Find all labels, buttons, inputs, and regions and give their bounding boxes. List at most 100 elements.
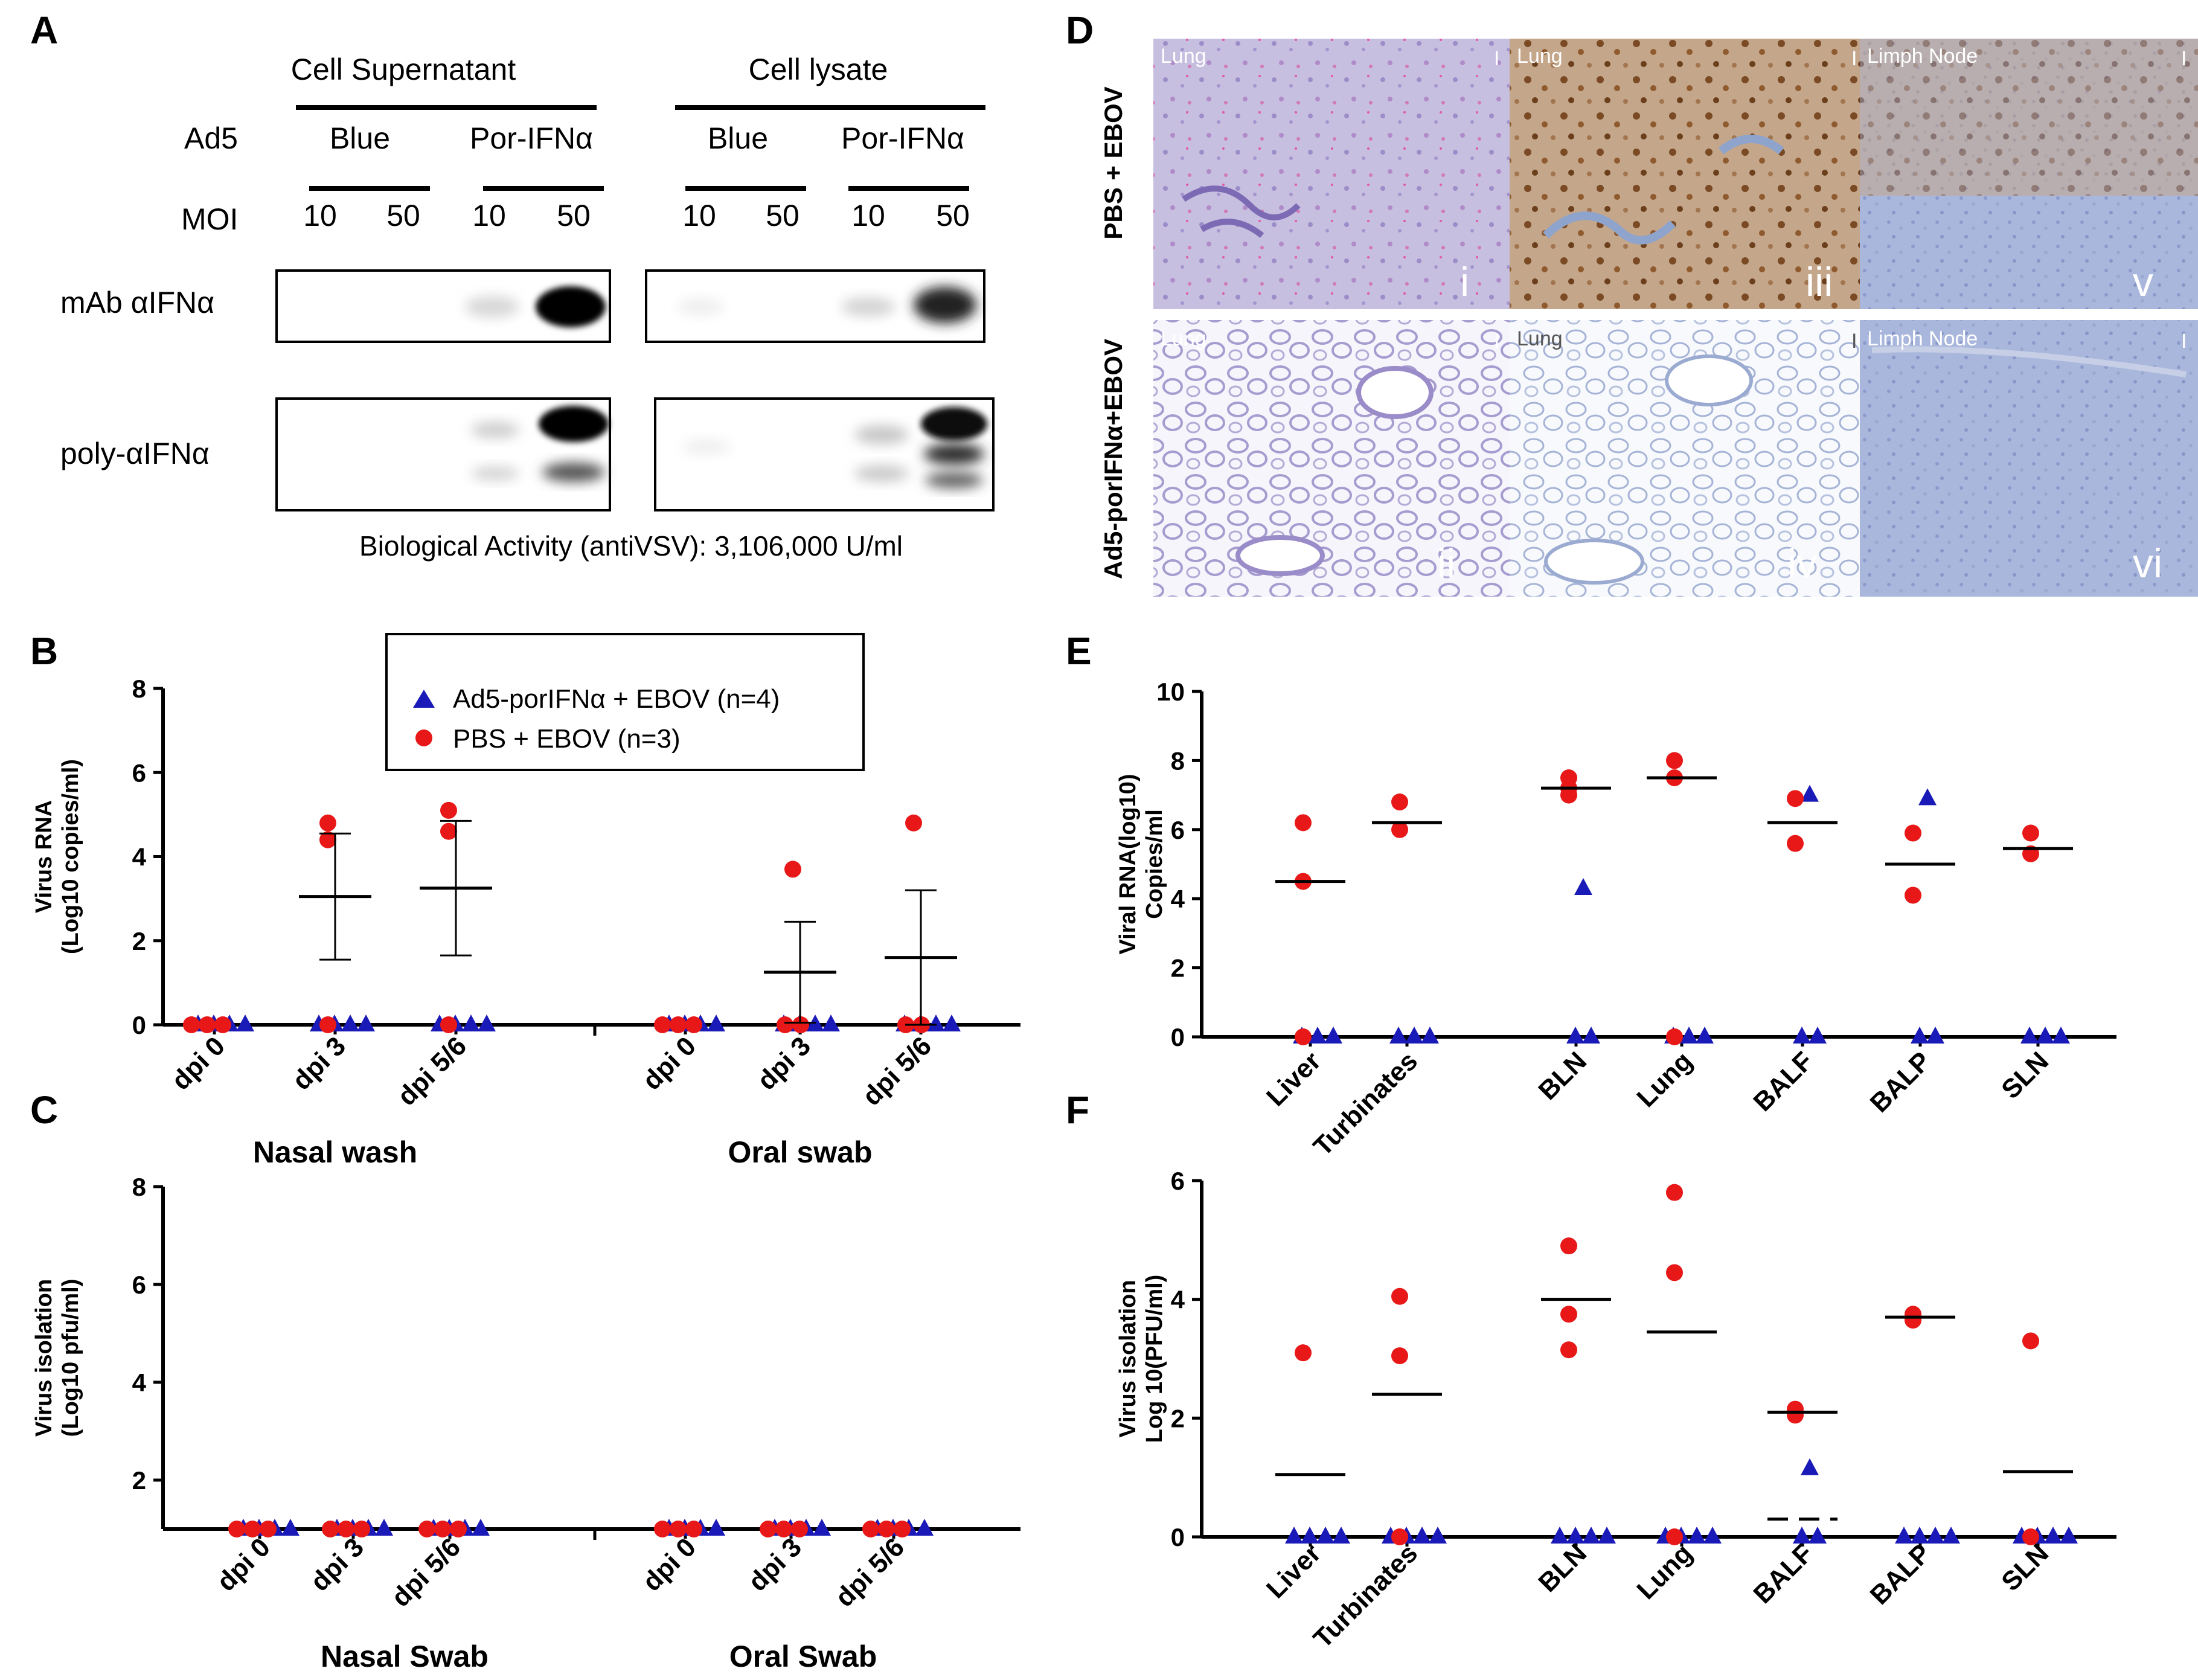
tile-numeral: iii (1806, 259, 1833, 305)
group-label-nasal-swab: Nasal Swab (321, 1640, 489, 1673)
western-blot-poly-supernatant (275, 397, 611, 511)
y-tick-label: 4 (132, 1368, 147, 1397)
y-tick-label: 6 (132, 1271, 146, 1299)
data-point-pbs (685, 1521, 702, 1537)
moi-value: 10 (851, 199, 885, 232)
data-point-pbs (338, 1521, 354, 1537)
y-axis-label: Copies/ml (1142, 809, 1167, 919)
data-point-ad5 (1926, 1527, 1944, 1544)
data-point-ad5 (1421, 1027, 1439, 1044)
data-point-ad5 (357, 1015, 375, 1031)
data-point-ad5 (1911, 1527, 1929, 1544)
x-tick-label: Lung (1631, 1538, 1698, 1605)
x-tick-label: dpi 3 (305, 1532, 370, 1597)
blot-row-label-mab: mAb αIFNα (60, 286, 214, 319)
data-point-pbs (1666, 1264, 1683, 1281)
data-point-ad5 (1793, 1027, 1811, 1044)
x-tick-label: BALF (1748, 1046, 1819, 1117)
data-point-ad5 (1324, 1027, 1342, 1044)
legend-marker-pbs (415, 729, 432, 746)
data-point-pbs (1391, 1287, 1408, 1305)
histology-tile-ii: Lung I ii (1153, 320, 1510, 597)
data-point-ad5 (1582, 1027, 1600, 1044)
data-point-pbs (418, 1521, 435, 1537)
data-point-ad5 (1429, 1527, 1447, 1544)
y-tick-label: 8 (132, 675, 146, 703)
histo-row-label-pbs: PBS + EBOV (1099, 86, 1127, 239)
legend-label-pbs: PBS + EBOV (n=3) (453, 724, 681, 754)
data-point-pbs (1295, 1344, 1312, 1362)
tissue-label: Lung (1161, 45, 1206, 68)
x-tick-label: Lung (1631, 1046, 1698, 1113)
y-axis-label: Log 10(PFU/ml) (1142, 1275, 1167, 1443)
x-tick-label: SLN (1996, 1538, 2054, 1597)
data-point-ad5 (1405, 1027, 1423, 1044)
tissue-label: Lung (1161, 327, 1206, 350)
data-point-ad5 (281, 1519, 300, 1536)
moi-value: 50 (766, 199, 799, 232)
tile-numeral: v (2133, 259, 2153, 305)
tile-numeral: ii (1437, 540, 1455, 586)
y-tick-label: 0 (1171, 1023, 1185, 1051)
data-point-pbs (878, 1521, 895, 1537)
group-header-supernatant: Cell Supernatant (291, 53, 516, 86)
legend-label-ad5: Ad5-porIFNα + EBOV (n=4) (453, 684, 780, 714)
data-point-pbs (1666, 1184, 1683, 1201)
y-tick-label: 2 (1171, 954, 1185, 983)
blot-row-label-poly: poly-αIFNα (60, 437, 210, 470)
data-point-pbs (654, 1521, 671, 1537)
construct-label: Por-IFNα (470, 121, 593, 155)
x-tick-label: dpi 5/6 (392, 1031, 472, 1111)
y-tick-label: 8 (1171, 746, 1185, 775)
data-point-pbs (450, 1521, 467, 1537)
histology-tile-iv: Lung I iv (1510, 320, 1866, 597)
x-tick-label: BLN (1533, 1538, 1592, 1598)
moi-value: 10 (303, 199, 337, 232)
y-tick-label: 2 (1171, 1404, 1185, 1432)
data-point-ad5 (1566, 1527, 1584, 1544)
x-tick-label: dpi 3 (287, 1031, 351, 1095)
data-point-pbs (1560, 1341, 1577, 1359)
tissue-label: Lung (1517, 45, 1563, 68)
moi-label: MOI (181, 202, 238, 236)
data-point-ad5 (915, 1519, 934, 1536)
data-point-ad5 (462, 1015, 480, 1031)
y-tick-label: 2 (132, 1466, 146, 1495)
data-point-pbs (1391, 794, 1408, 811)
histology-tile-iii: Lung I iii (1510, 39, 1866, 309)
tile-numeral: i (1460, 259, 1469, 305)
data-point-ad5 (2052, 1027, 2070, 1044)
data-point-ad5 (1413, 1527, 1431, 1544)
chart-f: 0 2 4 6 Virus isolation Log 10(PFU/ml) LiverTu… (1115, 1167, 2116, 1654)
moi-value: 50 (557, 199, 591, 232)
tissue-label: Lung (1517, 327, 1563, 350)
x-tick-label: BALP (1865, 1046, 1937, 1118)
data-point-ad5 (813, 1519, 831, 1536)
data-point-pbs (319, 814, 336, 832)
x-tick-label: SLN (1996, 1046, 2054, 1105)
data-point-pbs (654, 1016, 671, 1033)
x-tick-label: dpi 5/6 (830, 1532, 910, 1612)
panel-label-a: A (30, 8, 58, 52)
data-point-ad5 (1551, 1527, 1569, 1544)
data-point-ad5 (2044, 1527, 2062, 1544)
panel-label-b: B (30, 629, 58, 673)
tile-numeral: iv (1787, 540, 1817, 586)
x-tick-label: Turbinates (1308, 1046, 1423, 1161)
data-point-pbs (760, 1521, 777, 1537)
x-tick-label: BALF (1748, 1538, 1819, 1609)
tissue-label: Limph Node (1867, 327, 1978, 350)
panel-a: A Cell Supernatant Cell lysate Ad5 Blue … (30, 8, 995, 562)
data-point-ad5 (1285, 1527, 1303, 1544)
data-point-pbs (440, 1016, 457, 1033)
data-point-ad5 (1801, 784, 1819, 802)
y-tick-label: 6 (132, 758, 146, 787)
histology-tile-v: Limph Node I v (1860, 39, 2198, 309)
data-point-ad5 (1801, 1458, 1819, 1475)
y-tick-label: 2 (132, 927, 146, 955)
legend-marker-ad5 (413, 690, 435, 708)
data-point-ad5 (1911, 1027, 1929, 1044)
y-tick-label: 4 (132, 843, 147, 871)
data-point-pbs (228, 1521, 245, 1537)
